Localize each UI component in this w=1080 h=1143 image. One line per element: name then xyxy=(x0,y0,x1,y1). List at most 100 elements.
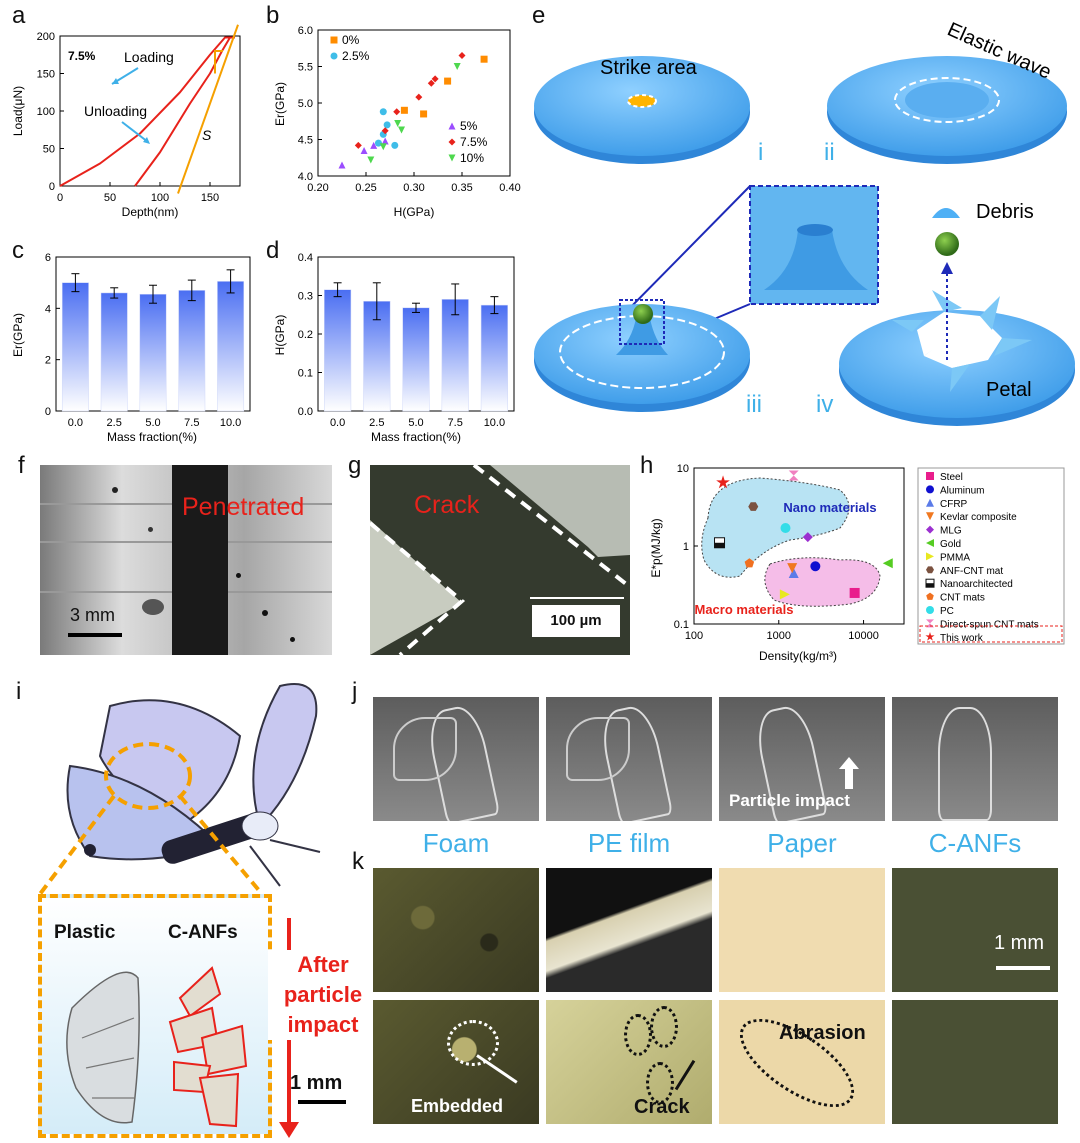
chart-b-ytick: 4.0 xyxy=(298,171,313,183)
chart-a-unloading: Unloading xyxy=(84,103,147,119)
label-embedded: Embedded xyxy=(411,1096,504,1116)
chart-h-legend-label: Steel xyxy=(940,472,963,483)
label-debris: Debris xyxy=(976,201,1034,223)
label-particle-impact: Particle impact xyxy=(729,791,850,810)
micro-foam-before xyxy=(373,868,539,992)
chart-h-legend-marker xyxy=(926,485,934,494)
chart-h-legend-label: Aluminum xyxy=(940,485,984,496)
chart-c-bar xyxy=(100,292,128,412)
label-macro: Macro materials xyxy=(695,602,794,617)
chart-h-ytick: 1 xyxy=(683,541,689,553)
chart-a-xtick: 100 xyxy=(151,192,169,204)
chart-b-ytick: 5.0 xyxy=(298,98,313,110)
chart-b-legend-label: 7.5% xyxy=(460,135,488,149)
chart-h-xtick: 100 xyxy=(685,630,703,642)
label-petal: Petal xyxy=(986,379,1032,401)
chart-a-series-s xyxy=(177,24,239,194)
label-after-impact: After particle impact xyxy=(268,950,378,1040)
chart-b-xtick: 0.30 xyxy=(403,182,424,194)
chart-b-point xyxy=(338,161,346,169)
chart-b-legend-label: 0% xyxy=(342,33,360,47)
col-pe-film: PE film xyxy=(587,828,671,858)
chart-h-legend-label: ANF-CNT mat xyxy=(940,566,1003,577)
legend-h xyxy=(917,467,1065,645)
chart-b-legend-marker xyxy=(330,52,338,60)
chart-c-xtick: 7.5 xyxy=(184,417,199,429)
chart-a-xtick: 0 xyxy=(57,192,63,204)
frame-j-3: Particle impact xyxy=(719,697,885,821)
chart-b-legend-marker xyxy=(448,122,456,130)
chart-b-point xyxy=(381,137,389,145)
panel-label-e: e xyxy=(532,2,546,29)
chart-a-ytick: 150 xyxy=(37,69,55,81)
chart-h-legend-marker xyxy=(926,512,934,521)
chart-a-ytick: 200 xyxy=(37,31,55,43)
photo-f: Penetrated 3 mm xyxy=(40,465,332,655)
chart-b-point xyxy=(379,143,387,151)
chart-d-xtick: 2.5 xyxy=(369,417,384,429)
penetration-band xyxy=(172,465,228,655)
chart-b-legend-label: 5% xyxy=(460,119,478,133)
schematic-e: Strike area Elastic wave i ii iii iv Deb… xyxy=(534,18,1075,426)
chart-a-ytick: 100 xyxy=(37,106,55,118)
chart-h-point xyxy=(780,523,791,534)
debris-fragment xyxy=(932,208,960,218)
col-foam: Foam xyxy=(422,828,490,858)
chart-h-legend-marker xyxy=(926,552,934,561)
micro-canf-before: 1 mm xyxy=(892,868,1058,992)
scale-bar-f xyxy=(68,633,122,637)
label-penetrated: Penetrated xyxy=(182,493,305,521)
chart-h-point xyxy=(744,558,755,568)
chart-h: Nano materials Macro materials 100 1000 10… xyxy=(649,463,1065,663)
chart-h-point xyxy=(714,537,726,549)
scale-bar-g xyxy=(530,597,624,599)
frame-j-2 xyxy=(546,697,712,821)
col-canf: C-ANFs xyxy=(928,828,1022,858)
chart-h-point xyxy=(779,589,790,600)
chart-h-ytick: 10 xyxy=(677,463,689,475)
chart-c-xtick: 5.0 xyxy=(145,417,160,429)
chart-b-ytick: 6.0 xyxy=(298,25,313,37)
chart-d-xtick: 0.0 xyxy=(330,417,345,429)
petal-hole xyxy=(917,312,1002,368)
chart-h-point xyxy=(849,587,860,598)
strike-spot xyxy=(627,94,657,108)
chart-b-point xyxy=(453,63,461,70)
frame-j-1 xyxy=(373,697,539,821)
chart-c-xtick: 2.5 xyxy=(107,417,122,429)
chart-h-xtick: 1000 xyxy=(767,630,791,642)
chart-c-bar xyxy=(61,282,89,412)
chart-h-point xyxy=(810,561,821,572)
panel-label-h: h xyxy=(640,452,654,479)
chart-b-ytick: 5.5 xyxy=(298,62,313,74)
chart-a: 0 50 100 150 0 50 100 150 200 7.5% Loading Unloa… xyxy=(11,24,241,219)
chart-b-point xyxy=(444,77,452,85)
projectile-iii xyxy=(633,304,653,324)
chart-h-legend-label: CNT mats xyxy=(940,593,985,604)
chart-h-legend-marker xyxy=(926,472,934,480)
chart-b-point xyxy=(427,79,435,87)
label-nano: Nano materials xyxy=(783,500,876,515)
chart-a-ytick: 0 xyxy=(49,181,55,193)
chart-b-point xyxy=(431,75,439,83)
chart-c-bar xyxy=(217,281,245,412)
chart-b-point xyxy=(391,141,399,149)
chart-b-point xyxy=(374,139,382,147)
chart-b-point xyxy=(420,110,428,118)
chart-h-ylabel: E*p(MJ/kg) xyxy=(649,518,663,577)
chart-h-point xyxy=(882,558,893,569)
chart-c-ytick: 2 xyxy=(45,355,51,367)
drone-i xyxy=(38,683,321,896)
panel-label-c: c xyxy=(12,237,24,264)
chart-d-ytick: 0.3 xyxy=(298,291,313,303)
chart-d-xtick: 7.5 xyxy=(448,417,463,429)
chart-c-bar xyxy=(178,290,206,412)
chart-b-ytick: 4.5 xyxy=(298,135,313,147)
chart-h-xlabel: Density(kg/m³) xyxy=(759,649,837,663)
chart-h-legend-label: CFRP xyxy=(940,499,968,510)
label-crack-k: Crack xyxy=(634,1096,690,1118)
photo-g: Crack 100 µm xyxy=(370,465,630,655)
chart-h-legend-label: PMMA xyxy=(940,552,970,563)
chart-b-point xyxy=(400,106,408,114)
chart-b-point xyxy=(458,52,466,60)
